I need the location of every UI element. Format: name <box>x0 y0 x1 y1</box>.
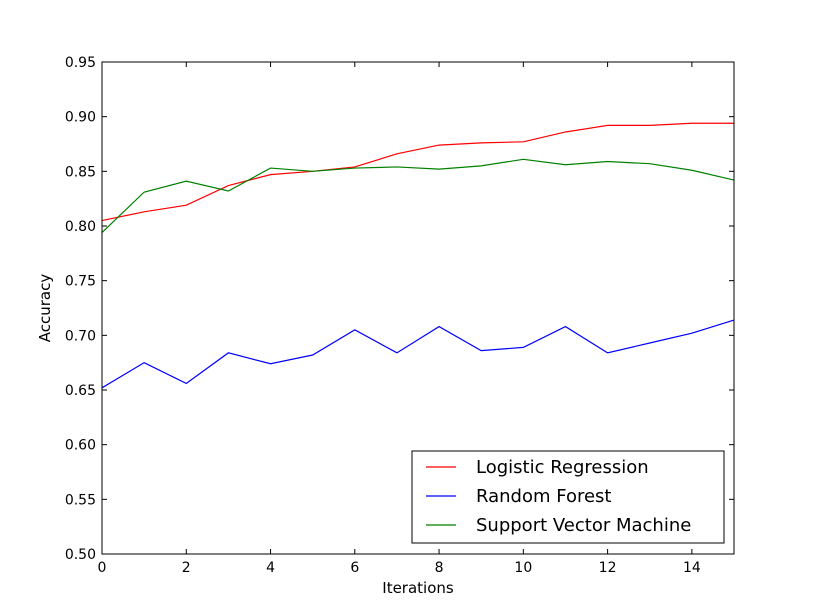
series-line-logistic-regression <box>101 122 734 222</box>
x-tick-label: 8 <box>435 560 444 576</box>
y-tick-label: 0.90 <box>65 110 96 126</box>
y-tick-label: 0.75 <box>65 274 96 290</box>
y-tick-label: 0.65 <box>65 383 96 399</box>
x-tick-label: 10 <box>514 560 532 576</box>
ticks-layer: 0 2 4 6 8 10 12 14 0.50 0.55 0.60 0.65 0.70 0.75 0.80 0… <box>65 55 734 576</box>
x-tick-label: 12 <box>599 560 617 576</box>
series-layer <box>101 122 735 389</box>
y-tick-label: 0.80 <box>65 219 96 235</box>
x-tick-label: 14 <box>683 560 701 576</box>
series-line-random-forest <box>101 319 735 389</box>
y-tick-label: 0.70 <box>65 328 96 344</box>
legend: Logistic Regression Random Forest Support … <box>411 450 725 544</box>
x-tick-label: 4 <box>266 560 275 576</box>
legend-label-support-vector-machine: Support Vector Machine <box>476 515 691 536</box>
x-tick-label: 6 <box>350 560 359 576</box>
x-tick-label: 2 <box>182 560 191 576</box>
series-line-support-vector-machine <box>101 158 735 233</box>
plot-frame <box>101 61 735 555</box>
legend-label-random-forest: Random Forest <box>476 486 611 507</box>
y-tick-label: 0.55 <box>65 492 96 508</box>
y-tick-label: 0.60 <box>65 438 96 454</box>
legend-box <box>411 450 725 544</box>
x-axis-label: Iterations <box>382 579 454 597</box>
legend-label-logistic-regression: Logistic Regression <box>476 457 649 478</box>
y-tick-label: 0.95 <box>65 55 96 71</box>
y-axis-label: Accuracy <box>36 274 54 343</box>
x-tick-label: 0 <box>98 560 107 576</box>
y-tick-label: 0.85 <box>65 164 96 180</box>
y-tick-label: 0.50 <box>65 547 96 563</box>
